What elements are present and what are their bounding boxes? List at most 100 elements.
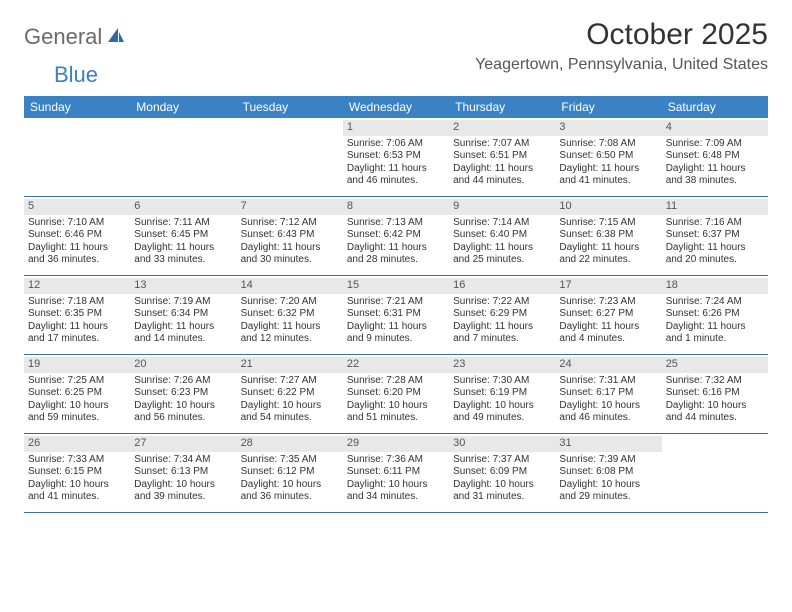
day-cell: 30Sunrise: 7:37 AMSunset: 6:09 PMDayligh… — [449, 434, 555, 512]
day-number: 15 — [343, 278, 449, 294]
day-number: 16 — [449, 278, 555, 294]
day-number: 30 — [449, 436, 555, 452]
day-details: Sunrise: 7:30 AMSunset: 6:19 PMDaylight:… — [453, 375, 551, 425]
day-header: Tuesday — [237, 96, 343, 118]
day-details: Sunrise: 7:27 AMSunset: 6:22 PMDaylight:… — [241, 375, 339, 425]
day-details: Sunrise: 7:23 AMSunset: 6:27 PMDaylight:… — [559, 296, 657, 346]
day-cell — [130, 118, 236, 196]
day-cell: 9 Sunrise: 7:14 AMSunset: 6:40 PMDaylight… — [449, 197, 555, 275]
day-header: Sunday — [24, 96, 130, 118]
day-number: 29 — [343, 436, 449, 452]
week-row: 5Sunrise: 7:10 AMSunset: 6:46 PMDaylight… — [24, 197, 768, 276]
day-cell: 3 Sunrise: 7:08 AMSunset: 6:50 PMDaylight… — [555, 118, 661, 196]
day-number: 12 — [24, 278, 130, 294]
logo-sail-icon — [106, 26, 126, 49]
title-block: October 2025 Yeagertown, Pennsylvania, U… — [475, 18, 768, 74]
day-cell — [237, 118, 343, 196]
day-number: 3 — [555, 120, 661, 136]
day-number: 26 — [24, 436, 130, 452]
day-cell: 7 Sunrise: 7:12 AMSunset: 6:43 PMDaylight… — [237, 197, 343, 275]
day-cell: 21Sunrise: 7:27 AMSunset: 6:22 PMDayligh… — [237, 355, 343, 433]
day-number: 7 — [237, 199, 343, 215]
day-details: Sunrise: 7:06 AMSunset: 6:53 PMDaylight:… — [347, 138, 445, 188]
day-cell: 14 Sunrise: 7:20 AMSunset: 6:32 PMDayligh… — [237, 276, 343, 354]
day-cell: 11 Sunrise: 7:16 AMSunset: 6:37 PMDayligh… — [662, 197, 768, 275]
day-cell: 27Sunrise: 7:34 AMSunset: 6:13 PMDayligh… — [130, 434, 236, 512]
day-header: Thursday — [449, 96, 555, 118]
day-details: Sunrise: 7:12 AMSunset: 6:43 PMDaylight:… — [241, 217, 339, 267]
day-number: 14 — [237, 278, 343, 294]
day-details: Sunrise: 7:15 AMSunset: 6:38 PMDaylight:… — [559, 217, 657, 267]
day-cell: 16 Sunrise: 7:22 AMSunset: 6:29 PMDayligh… — [449, 276, 555, 354]
week-row: 1 Sunrise: 7:06 AMSunset: 6:53 PMDaylight… — [24, 118, 768, 197]
day-number: 13 — [130, 278, 236, 294]
day-number: 18 — [662, 278, 768, 294]
day-number: 25 — [662, 357, 768, 373]
day-cell — [24, 118, 130, 196]
day-cell: 29 Sunrise: 7:36 AMSunset: 6:11 PMDayligh… — [343, 434, 449, 512]
day-cell: 20Sunrise: 7:26 AMSunset: 6:23 PMDayligh… — [130, 355, 236, 433]
day-header-row: SundayMondayTuesdayWednesdayThursdayFrid… — [24, 96, 768, 118]
logo-text-gray: General — [24, 24, 102, 50]
day-number: 19 — [24, 357, 130, 373]
day-cell: 4 Sunrise: 7:09 AMSunset: 6:48 PMDaylight… — [662, 118, 768, 196]
day-details: Sunrise: 7:31 AMSunset: 6:17 PMDaylight:… — [559, 375, 657, 425]
day-number: 28 — [237, 436, 343, 452]
day-details: Sunrise: 7:10 AMSunset: 6:46 PMDaylight:… — [28, 217, 126, 267]
day-number: 9 — [449, 199, 555, 215]
day-cell: 23 Sunrise: 7:30 AMSunset: 6:19 PMDayligh… — [449, 355, 555, 433]
day-number: 20 — [130, 357, 236, 373]
day-details: Sunrise: 7:13 AMSunset: 6:42 PMDaylight:… — [347, 217, 445, 267]
day-details: Sunrise: 7:19 AMSunset: 6:34 PMDaylight:… — [134, 296, 232, 346]
day-header: Saturday — [662, 96, 768, 118]
weeks-container: 1 Sunrise: 7:06 AMSunset: 6:53 PMDaylight… — [24, 118, 768, 513]
day-number: 23 — [449, 357, 555, 373]
day-cell: 25 Sunrise: 7:32 AMSunset: 6:16 PMDayligh… — [662, 355, 768, 433]
day-cell: 28 Sunrise: 7:35 AMSunset: 6:12 PMDayligh… — [237, 434, 343, 512]
day-cell: 15Sunrise: 7:21 AMSunset: 6:31 PMDayligh… — [343, 276, 449, 354]
week-row: 12 Sunrise: 7:18 AMSunset: 6:35 PMDayligh… — [24, 276, 768, 355]
day-cell: 24 Sunrise: 7:31 AMSunset: 6:17 PMDayligh… — [555, 355, 661, 433]
day-number: 10 — [555, 199, 661, 215]
day-details: Sunrise: 7:16 AMSunset: 6:37 PMDaylight:… — [666, 217, 764, 267]
day-details: Sunrise: 7:36 AMSunset: 6:11 PMDaylight:… — [347, 454, 445, 504]
day-cell: 5Sunrise: 7:10 AMSunset: 6:46 PMDaylight… — [24, 197, 130, 275]
day-details: Sunrise: 7:08 AMSunset: 6:50 PMDaylight:… — [559, 138, 657, 188]
day-cell: 8 Sunrise: 7:13 AMSunset: 6:42 PMDaylight… — [343, 197, 449, 275]
day-number: 2 — [449, 120, 555, 136]
day-number: 4 — [662, 120, 768, 136]
day-cell: 17 Sunrise: 7:23 AMSunset: 6:27 PMDayligh… — [555, 276, 661, 354]
day-number: 8 — [343, 199, 449, 215]
day-details: Sunrise: 7:32 AMSunset: 6:16 PMDaylight:… — [666, 375, 764, 425]
day-details: Sunrise: 7:25 AMSunset: 6:25 PMDaylight:… — [28, 375, 126, 425]
day-number: 27 — [130, 436, 236, 452]
day-details: Sunrise: 7:20 AMSunset: 6:32 PMDaylight:… — [241, 296, 339, 346]
day-details: Sunrise: 7:09 AMSunset: 6:48 PMDaylight:… — [666, 138, 764, 188]
day-cell: 10 Sunrise: 7:15 AMSunset: 6:38 PMDayligh… — [555, 197, 661, 275]
day-details: Sunrise: 7:24 AMSunset: 6:26 PMDaylight:… — [666, 296, 764, 346]
calendar: SundayMondayTuesdayWednesdayThursdayFrid… — [24, 96, 768, 513]
day-details: Sunrise: 7:22 AMSunset: 6:29 PMDaylight:… — [453, 296, 551, 346]
day-details: Sunrise: 7:33 AMSunset: 6:15 PMDaylight:… — [28, 454, 126, 504]
day-number: 22 — [343, 357, 449, 373]
day-cell: 2 Sunrise: 7:07 AMSunset: 6:51 PMDaylight… — [449, 118, 555, 196]
day-header: Friday — [555, 96, 661, 118]
day-cell: 12 Sunrise: 7:18 AMSunset: 6:35 PMDayligh… — [24, 276, 130, 354]
day-details: Sunrise: 7:07 AMSunset: 6:51 PMDaylight:… — [453, 138, 551, 188]
day-cell: 19 Sunrise: 7:25 AMSunset: 6:25 PMDayligh… — [24, 355, 130, 433]
day-header: Monday — [130, 96, 236, 118]
day-number: 24 — [555, 357, 661, 373]
day-details: Sunrise: 7:11 AMSunset: 6:45 PMDaylight:… — [134, 217, 232, 267]
day-number: 11 — [662, 199, 768, 215]
day-number: 17 — [555, 278, 661, 294]
day-details: Sunrise: 7:18 AMSunset: 6:35 PMDaylight:… — [28, 296, 126, 346]
day-cell: 31Sunrise: 7:39 AMSunset: 6:08 PMDayligh… — [555, 434, 661, 512]
day-number: 6 — [130, 199, 236, 215]
week-row: 26 Sunrise: 7:33 AMSunset: 6:15 PMDayligh… — [24, 434, 768, 513]
day-details: Sunrise: 7:14 AMSunset: 6:40 PMDaylight:… — [453, 217, 551, 267]
logo-text-blue: Blue — [54, 62, 98, 88]
day-details: Sunrise: 7:35 AMSunset: 6:12 PMDaylight:… — [241, 454, 339, 504]
day-details: Sunrise: 7:39 AMSunset: 6:08 PMDaylight:… — [559, 454, 657, 504]
day-header: Wednesday — [343, 96, 449, 118]
day-number: 1 — [343, 120, 449, 136]
